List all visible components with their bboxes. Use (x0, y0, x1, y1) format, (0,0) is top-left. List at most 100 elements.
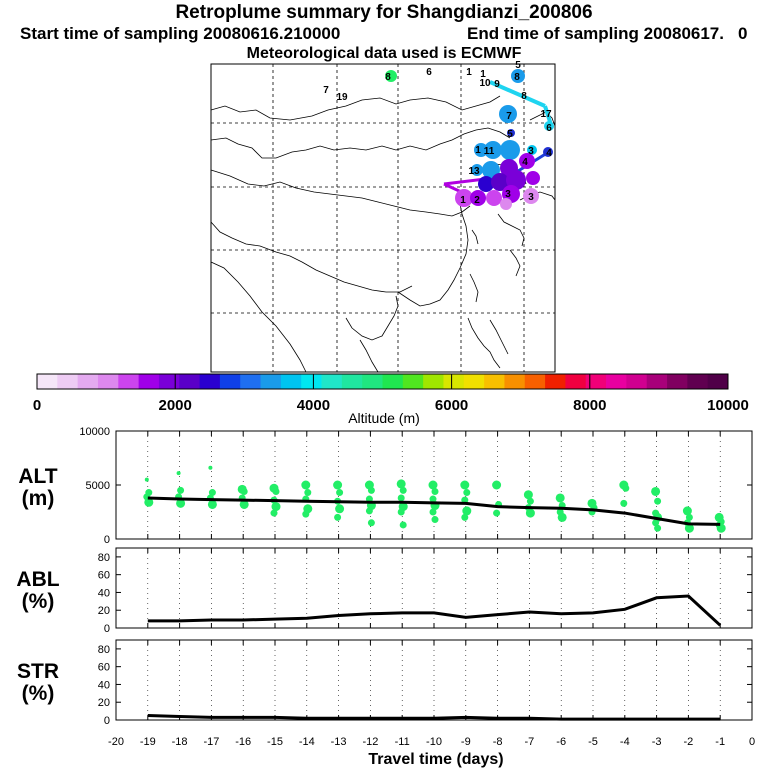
colorbar-cell (606, 374, 627, 389)
x-tick-label: -11 (395, 736, 410, 748)
end-time-suffix: 0 (738, 24, 748, 43)
x-tick-label: -6 (556, 736, 566, 748)
y-tick-label: 20 (98, 697, 110, 709)
colorbar-cell (667, 374, 688, 389)
scatter-point (523, 490, 533, 500)
scatter-point (461, 513, 469, 521)
series-line (147, 496, 721, 526)
map-day-label: 5 (515, 60, 521, 71)
scatter-point (304, 489, 312, 497)
colorbar-cell (97, 374, 119, 389)
colorbar-tick-label: 10000 (707, 397, 749, 414)
map-day-label: 2 (474, 195, 480, 206)
colorbar-cell (463, 374, 485, 389)
map-day-label: 4 (546, 148, 552, 159)
colorbar-tick-label: 0 (33, 397, 41, 414)
scatter-point (428, 480, 438, 490)
scatter-point (555, 493, 565, 503)
scatter-point (682, 506, 692, 516)
scatter-point (367, 519, 375, 527)
scatter-point (399, 521, 407, 529)
colorbar-cell (443, 374, 465, 389)
y-tick-label: 80 (98, 552, 110, 564)
scatter-point (654, 524, 662, 532)
colorbar-cell (138, 374, 160, 389)
map-coastlines (210, 95, 556, 373)
scatter-point (301, 480, 311, 490)
map-day-label: 13 (468, 166, 480, 177)
scatter-point (335, 504, 345, 514)
x-tick-label: -14 (299, 736, 315, 748)
map-day-label: 4 (522, 157, 528, 168)
scatter-point (492, 480, 502, 490)
scatter-point (429, 495, 437, 503)
x-axis-label: Travel time (days) (368, 751, 503, 768)
colorbar-cell (158, 374, 180, 389)
x-tick-label: -7 (525, 736, 535, 748)
colorbar-cell (545, 374, 566, 389)
colorbar-cell (179, 374, 200, 389)
series-line (147, 714, 721, 721)
scatter-point (333, 480, 343, 490)
scatter-point (144, 477, 149, 482)
start-time-label: Start time of sampling 20080616.210000 (20, 24, 341, 43)
map-day-label: 19 (336, 92, 348, 103)
y-axis-label-units: (m) (22, 487, 55, 510)
x-tick-label: -1 (715, 736, 725, 748)
y-axis-label: ALT (18, 465, 57, 488)
colorbar-cell (240, 374, 261, 389)
y-axis-label-units: (%) (22, 682, 55, 705)
colorbar-cell (382, 374, 404, 389)
scatter-point (271, 502, 281, 512)
colorbar-cell (77, 374, 99, 389)
scatter-point (654, 497, 662, 505)
x-tick-label: -13 (331, 736, 347, 748)
colorbar-tick-label: 6000 (435, 397, 468, 414)
scatter-point (622, 484, 630, 492)
scatter-point (399, 486, 407, 494)
map-day-label: 3 (505, 189, 511, 200)
colorbar-cell (118, 374, 140, 389)
end-time-label: End time of sampling 20080617. (467, 24, 724, 43)
y-tick-label: 60 (98, 570, 110, 582)
scatter-point (463, 489, 471, 497)
map-day-label: 17 (540, 109, 552, 120)
series-line (147, 594, 722, 627)
scatter-point (207, 499, 217, 509)
colorbar-cell (341, 374, 363, 389)
x-tick-label: -8 (493, 736, 503, 748)
scatter-point (493, 509, 501, 517)
colorbar-cell (280, 374, 302, 389)
colorbar-cell (362, 374, 383, 389)
x-tick-label: -12 (362, 736, 378, 748)
scatter-point (651, 486, 661, 496)
scatter-point (685, 513, 693, 521)
scatter-point (431, 487, 439, 495)
colorbar-tick-label: 4000 (297, 397, 330, 414)
x-tick-label: -18 (172, 736, 188, 748)
scatter-point (396, 479, 406, 489)
colorbar-cell (219, 374, 241, 389)
colorbar-cell (687, 374, 709, 389)
colorbar-cell (37, 374, 58, 389)
scatter-point (177, 486, 185, 494)
scatter-point (336, 489, 344, 497)
y-tick-label: 80 (98, 644, 110, 656)
map-day-label: 7 (323, 85, 329, 96)
map-day-label: 7 (506, 111, 512, 122)
colorbar-cell (301, 374, 322, 389)
scatter-point (270, 509, 278, 517)
chart-abl: 0 20 40 60 80 ABL(%) (16, 547, 753, 635)
y-axis-label-units: (%) (22, 590, 55, 613)
colorbar-tick-label: 8000 (573, 397, 606, 414)
y-tick-label: 0 (104, 623, 110, 635)
colorbar-cell (423, 374, 444, 389)
colorbar-cell (626, 374, 648, 389)
map-day-label: 8 (514, 72, 520, 83)
map-day-label: 6 (546, 123, 552, 134)
x-tick-label: -20 (108, 736, 124, 748)
map-frame (210, 63, 556, 373)
met-data-label: Meteorological data used is ECMWF (246, 45, 522, 62)
colorbar-label: Altitude (m) (348, 410, 420, 426)
chart-str: 0 20 40 60 80 STR(%) (17, 639, 753, 727)
